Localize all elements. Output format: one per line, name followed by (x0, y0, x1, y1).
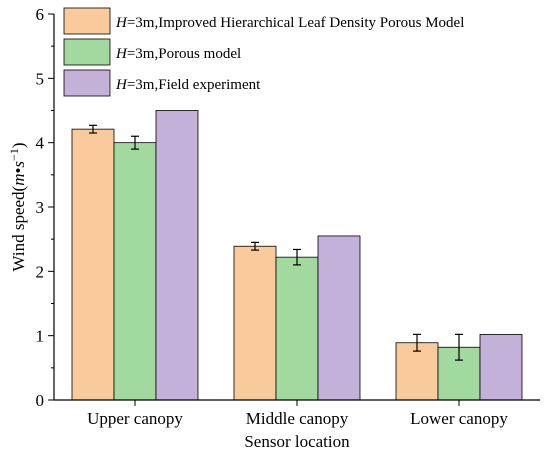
y-axis-title-unit-dot: • (9, 168, 28, 174)
legend: H=3m,Improved Hierarchical Leaf Density … (63, 7, 464, 97)
bar (155, 110, 199, 401)
y-tick-label: 1 (36, 327, 45, 346)
y-axis-title-unit-m: m (9, 174, 28, 186)
legend-swatch (63, 69, 111, 97)
y-axis-title-unit-exp: −1 (7, 148, 21, 161)
bar (71, 128, 115, 401)
x-tick-label: Lower canopy (410, 409, 508, 428)
y-tick-label: 6 (36, 5, 45, 24)
bar (479, 333, 523, 401)
legend-swatch (63, 7, 111, 35)
y-axis-title-main: Wind speed( (9, 185, 28, 271)
plot-area (71, 110, 523, 401)
y-tick-label: 5 (36, 69, 45, 88)
legend-swatch (63, 38, 111, 66)
bar (275, 256, 319, 401)
y-tick-label: 3 (36, 198, 45, 217)
bar (113, 142, 157, 401)
y-tick-label: 2 (36, 262, 45, 281)
legend-label: H=3m,Porous model (115, 46, 241, 62)
legend-label: H=3m,Field experiment (115, 77, 261, 93)
y-axis-title: Wind speed(m•s−1) (7, 142, 28, 271)
legend-label: H=3m,Improved Hierarchical Leaf Density … (115, 15, 464, 31)
y-axis-title-close: ) (9, 142, 28, 148)
bar (395, 342, 439, 401)
x-tick-label: Upper canopy (87, 409, 183, 428)
x-tick-label: Middle canopy (246, 409, 349, 428)
bar (233, 245, 277, 401)
bar (317, 235, 361, 401)
y-tick-label: 0 (36, 391, 45, 410)
x-axis-title: Sensor location (244, 432, 350, 451)
y-tick-label: 4 (36, 134, 45, 153)
y-axis-title-unit-s: s (9, 161, 28, 168)
y-axis: 0 1 2 3 4 5 6 (36, 5, 55, 410)
x-axis: Upper canopy Middle canopy Lower canopy (54, 399, 540, 428)
